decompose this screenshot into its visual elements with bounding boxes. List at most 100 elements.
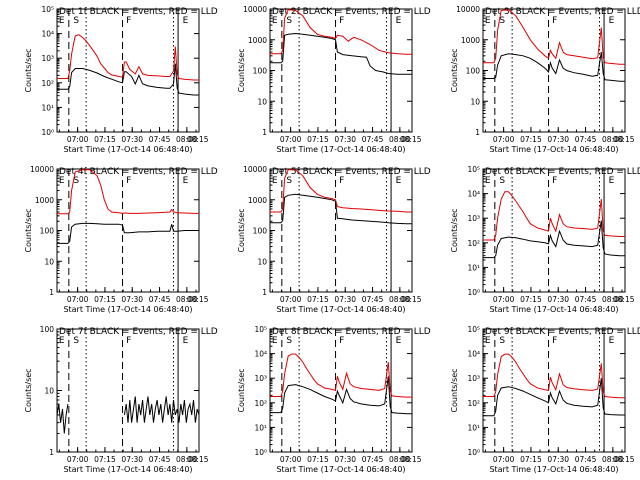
chart-title: Det 5f BLACK = Events, RED = LLD [272, 167, 431, 177]
events-series-line [483, 378, 625, 417]
y-axis-label: Counts/sec [450, 48, 459, 92]
events-series-line [270, 32, 412, 75]
x-tick-label: 07:45 [362, 135, 384, 144]
lld-series-line [57, 169, 199, 215]
x-tick-label: 07:00 [67, 455, 89, 464]
chart-title: Det 8f BLACK = Events, RED = LLD [272, 327, 431, 337]
x-tick-label: 08:00 [389, 295, 411, 304]
plot-frame [269, 328, 413, 453]
y-axis-label: Counts/sec [237, 368, 246, 412]
y-tick-label: 100 [253, 67, 268, 76]
y-tick-label: 10000 [456, 5, 480, 14]
y-tick-label: 10³ [254, 374, 267, 383]
x-tick-label: 08:00 [176, 135, 198, 144]
x-tick-label: 07:45 [149, 455, 171, 464]
y-tick-label: 10⁰ [467, 288, 480, 297]
segment-label-3: F [339, 336, 344, 346]
x-axis-label: Start Time (17-Oct-14 06:48:40) [63, 465, 192, 474]
segment-label-1: E [59, 176, 65, 186]
y-tick-label: 1000 [461, 36, 480, 45]
x-tick-label: 07:00 [280, 455, 302, 464]
segment-label-1: E [485, 176, 491, 186]
segment-label-2: S [499, 16, 505, 26]
y-tick-label: 10¹ [467, 263, 480, 272]
y-tick-label: 10⁰ [467, 448, 480, 457]
y-tick-label: 10⁰ [41, 128, 54, 137]
y-axis-label: Counts/sec [237, 48, 246, 92]
segment-label-4: E [183, 176, 189, 186]
x-tick-label: 07:30 [121, 135, 143, 144]
x-tick-label: 08:00 [602, 135, 624, 144]
segment-label-2: S [286, 336, 292, 346]
x-tick-label: 07:15 [94, 455, 116, 464]
lld-series-line [483, 9, 625, 65]
y-tick-label: 10 [257, 97, 267, 106]
x-tick-label: 07:30 [121, 295, 143, 304]
segment-label-2: S [499, 176, 505, 186]
y-tick-label: 1 [262, 128, 267, 137]
x-tick-label: 07:15 [520, 295, 542, 304]
y-tick-label: 100 [40, 227, 55, 236]
x-axis-label: Start Time (17-Oct-14 06:48:40) [276, 465, 405, 474]
y-tick-label: 10⁴ [254, 350, 267, 359]
x-tick-label: 08:00 [389, 455, 411, 464]
x-tick-label: 07:45 [362, 295, 384, 304]
x-tick-label: 08:00 [176, 455, 198, 464]
segment-label-1: E [485, 336, 491, 346]
x-tick-label: 07:15 [520, 135, 542, 144]
x-axis-label: Start Time (17-Oct-14 06:48:40) [63, 145, 192, 154]
events-series-line [270, 376, 412, 415]
plot-frame [482, 168, 626, 293]
events-series-line [483, 51, 625, 82]
x-tick-label: 07:00 [280, 135, 302, 144]
segment-label-4: E [396, 16, 402, 26]
y-axis-label: Counts/sec [24, 208, 33, 252]
x-tick-label: 07:00 [280, 295, 302, 304]
chart-title: Det 9f BLACK = Events, RED = LLD [485, 327, 640, 337]
y-tick-label: 10⁵ [467, 325, 480, 334]
x-axis-label: Start Time (17-Oct-14 06:48:40) [489, 145, 618, 154]
segment-label-1: E [272, 176, 278, 186]
segment-label-2: S [286, 176, 292, 186]
y-axis-label: Counts/sec [450, 368, 459, 412]
segment-label-1: E [59, 16, 65, 26]
x-tick-label: 07:30 [334, 295, 356, 304]
segment-label-2: S [73, 176, 79, 186]
y-tick-label: 10² [41, 79, 54, 88]
x-tick-label: 07:15 [307, 135, 329, 144]
segment-label-4: E [183, 336, 189, 346]
lld-series-line [270, 353, 412, 398]
x-tick-label: 08:15 [400, 455, 422, 464]
x-tick-label: 07:30 [547, 295, 569, 304]
x-tick-label: 07:30 [547, 455, 569, 464]
chart-title: Det 1f BLACK = Events, RED = LLD [59, 7, 218, 17]
x-tick-label: 07:45 [149, 295, 171, 304]
segment-label-4: E [396, 336, 402, 346]
x-tick-label: 07:00 [67, 295, 89, 304]
y-tick-label: 100 [40, 325, 55, 334]
x-tick-label: 07:15 [307, 295, 329, 304]
y-axis-label: Counts/sec [237, 208, 246, 252]
y-tick-label: 1000 [35, 196, 54, 205]
x-tick-label: 07:45 [575, 455, 597, 464]
y-tick-label: 10¹ [254, 423, 267, 432]
x-tick-label: 08:00 [602, 455, 624, 464]
y-tick-label: 10³ [41, 54, 54, 63]
y-tick-label: 1 [475, 128, 480, 137]
segment-label-3: F [552, 176, 557, 186]
x-tick-label: 07:45 [575, 295, 597, 304]
y-tick-label: 1000 [248, 196, 267, 205]
y-tick-label: 10³ [467, 214, 480, 223]
x-tick-label: 07:30 [547, 135, 569, 144]
segment-label-3: F [552, 336, 557, 346]
lld-series-line [270, 169, 412, 213]
segment-label-2: S [499, 336, 505, 346]
